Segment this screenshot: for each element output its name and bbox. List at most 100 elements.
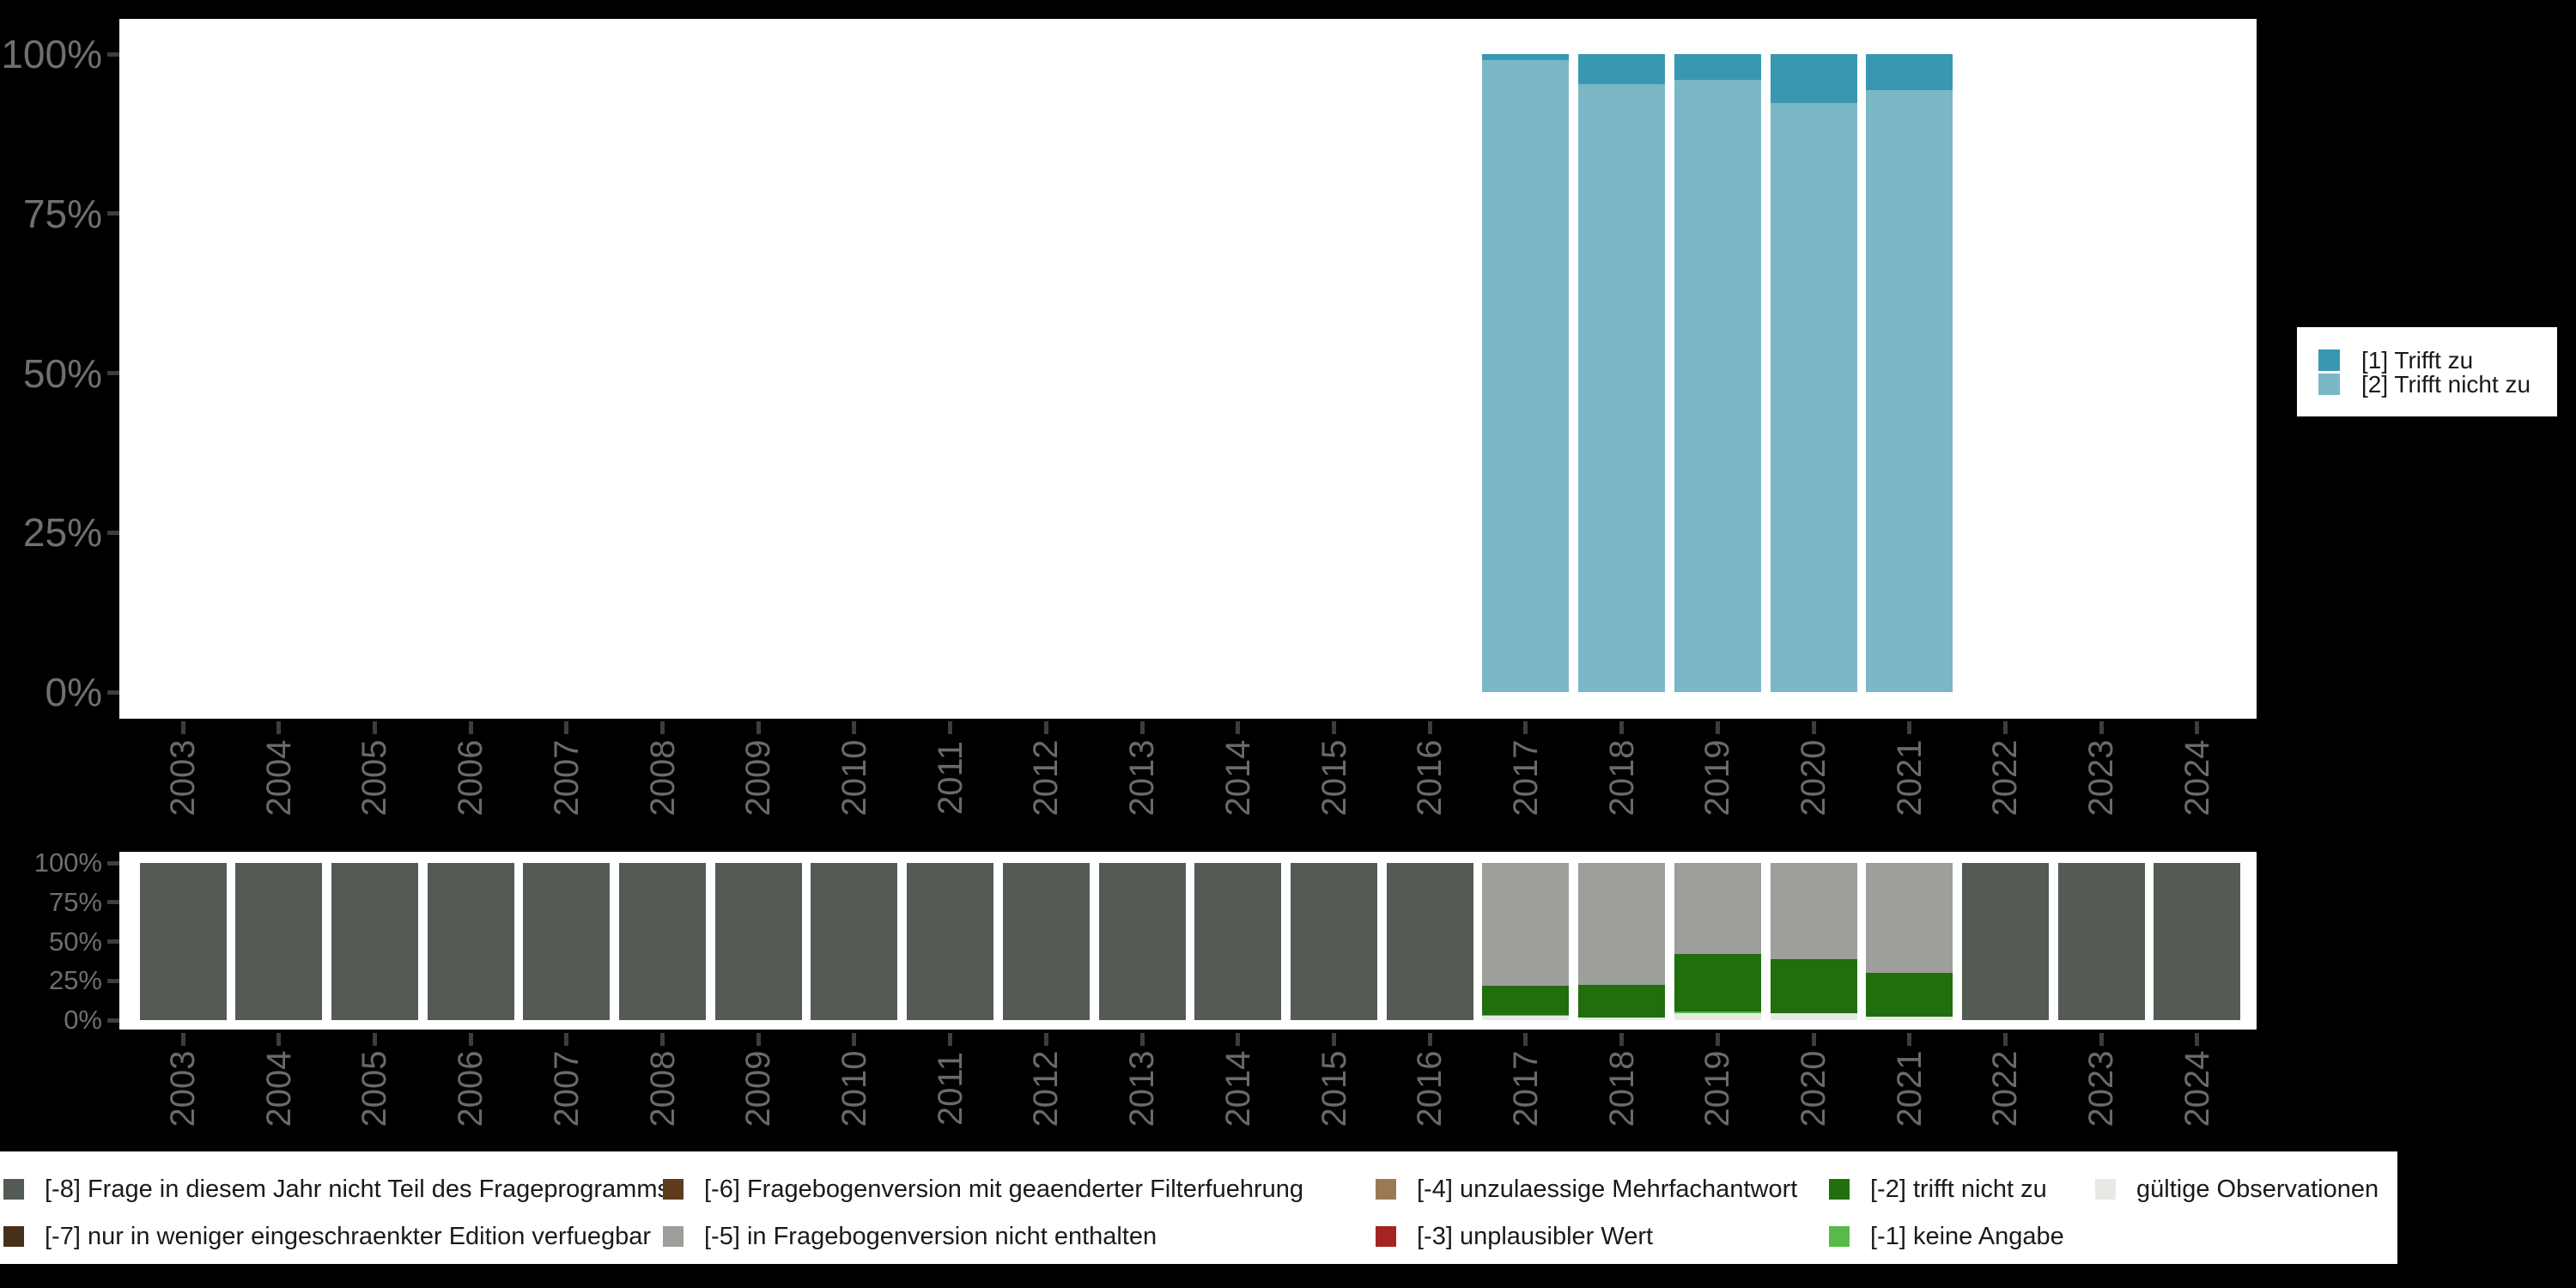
- x-tick: [564, 721, 569, 734]
- x-tick-label-2004: 2004: [259, 739, 298, 817]
- y-tick: [107, 530, 119, 535]
- y-tick-label: 75%: [48, 886, 102, 917]
- bar-segment-2017: [1482, 60, 1570, 692]
- bar-segment-2019: [1674, 79, 1761, 692]
- x-tick: [468, 721, 473, 734]
- y-tick: [107, 211, 119, 216]
- y-tick-label: 0%: [64, 1005, 102, 1035]
- x-tick-label-2016: 2016: [1411, 739, 1449, 817]
- x-tick: [2099, 1033, 2104, 1046]
- bar-segment-2005: [331, 863, 418, 1020]
- bar-segment-2017: [1482, 863, 1570, 986]
- x-tick-label-2009: 2009: [739, 739, 778, 817]
- legend-swatch-m6: [663, 1179, 683, 1200]
- x-tick: [180, 1033, 185, 1046]
- bar-segment-2014: [1194, 863, 1282, 1020]
- y-tick: [107, 978, 119, 983]
- x-tick: [276, 1033, 282, 1046]
- x-tick: [1619, 1033, 1625, 1046]
- legend-label-m4: [-4] unzulaessige Mehrfachantwort: [1417, 1176, 1798, 1203]
- bar-segment-2019: [1674, 954, 1761, 1012]
- x-tick: [2002, 721, 2008, 734]
- x-tick-label-2004: 2004: [259, 1050, 298, 1127]
- x-tick: [1523, 1033, 1528, 1046]
- x-tick: [1811, 1033, 1816, 1046]
- x-tick: [276, 721, 282, 734]
- x-tick: [852, 721, 857, 734]
- x-tick: [1715, 1033, 1720, 1046]
- y-tick: [107, 1018, 119, 1023]
- legend-swatch-m4: [1376, 1179, 1396, 1200]
- x-tick: [948, 721, 953, 734]
- bar-segment-2021: [1866, 863, 1953, 974]
- x-tick: [852, 1033, 857, 1046]
- y-tick-label: 50%: [22, 350, 102, 396]
- x-tick: [1332, 1033, 1337, 1046]
- bar-segment-2017: [1482, 54, 1570, 61]
- legend-swatch-m8: [3, 1179, 24, 1200]
- x-tick-label-2008: 2008: [643, 739, 682, 817]
- bar-segment-2018: [1578, 863, 1666, 985]
- bar-segment-2018: [1578, 984, 1666, 1018]
- x-tick: [948, 1033, 953, 1046]
- x-tick-label-2006: 2006: [452, 739, 490, 817]
- bar-segment-2021: [1866, 90, 1953, 692]
- bar-segment-2021: [1866, 973, 1953, 1018]
- bar-segment-2022: [1961, 863, 2049, 1020]
- bar-segment-2017: [1482, 1016, 1570, 1020]
- x-tick: [1811, 721, 1816, 734]
- x-tick: [1907, 1033, 1912, 1046]
- x-tick: [468, 1033, 473, 1046]
- x-tick-label-2014: 2014: [1218, 739, 1257, 817]
- y-tick: [107, 939, 119, 944]
- y-tick-label: 50%: [48, 926, 102, 957]
- bar-segment-2020: [1770, 1012, 1857, 1020]
- x-tick: [660, 1033, 665, 1046]
- legend-label-m7: [-7] nur in weniger eingeschraenkter Edi…: [45, 1223, 652, 1250]
- x-tick-label-2011: 2011: [931, 741, 969, 816]
- legend-swatch-m5: [663, 1226, 683, 1247]
- bar-segment-2020: [1770, 103, 1857, 692]
- legend-swatch-m3: [1376, 1226, 1396, 1247]
- legend-swatch-trifft-nicht-zu: [2318, 374, 2340, 395]
- x-tick: [660, 721, 665, 734]
- x-tick-label-2016: 2016: [1411, 1050, 1449, 1127]
- bar-segment-2007: [523, 863, 611, 1020]
- x-tick: [1427, 1033, 1432, 1046]
- x-tick-label-2010: 2010: [835, 1050, 873, 1127]
- bar-segment-2003: [139, 863, 227, 1020]
- x-tick: [1139, 1033, 1145, 1046]
- x-tick-label-2015: 2015: [1315, 1050, 1353, 1127]
- bar-segment-2016: [1386, 863, 1473, 1020]
- x-tick-label-2024: 2024: [2178, 739, 2216, 817]
- bar-segment-2018: [1578, 83, 1666, 692]
- x-tick: [1715, 721, 1720, 734]
- x-tick-label-2013: 2013: [1123, 1050, 1162, 1127]
- x-tick-label-2020: 2020: [1795, 1050, 1833, 1127]
- top-chart-panel: [119, 19, 2257, 719]
- x-tick-label-2010: 2010: [835, 739, 873, 817]
- missing-codes-legend: [-8] Frage in diesem Jahr nicht Teil des…: [0, 1151, 2397, 1264]
- x-tick-label-2005: 2005: [355, 739, 394, 817]
- x-tick: [180, 721, 185, 734]
- x-tick-label-2008: 2008: [643, 1050, 682, 1127]
- legend-label-trifft-nicht-zu: [2] Trifft nicht zu: [2361, 371, 2531, 398]
- x-tick: [372, 721, 377, 734]
- legend-label-m1: [-1] keine Angabe: [1870, 1223, 2064, 1250]
- legend-label-m3: [-3] unplausibler Wert: [1417, 1223, 1654, 1250]
- x-tick: [2099, 721, 2104, 734]
- top-chart-legend: [1] Trifft zu [2] Trifft nicht zu: [2297, 327, 2557, 416]
- x-tick-label-2003: 2003: [164, 1050, 202, 1127]
- y-tick: [107, 900, 119, 905]
- bar-segment-2021: [1866, 54, 1953, 91]
- bar-segment-2024: [2154, 863, 2241, 1020]
- x-tick: [1139, 721, 1145, 734]
- x-tick-label-2007: 2007: [547, 739, 586, 817]
- legend-label-m6: [-6] Fragebogenversion mit geaenderter F…: [704, 1176, 1303, 1203]
- x-tick-label-2012: 2012: [1027, 1050, 1066, 1127]
- legend-label-m2: [-2] trifft nicht zu: [1870, 1176, 2047, 1203]
- bar-segment-2019: [1674, 863, 1761, 955]
- y-tick-label: 100%: [33, 848, 102, 878]
- x-tick: [1523, 721, 1528, 734]
- bar-segment-2020: [1770, 863, 1857, 959]
